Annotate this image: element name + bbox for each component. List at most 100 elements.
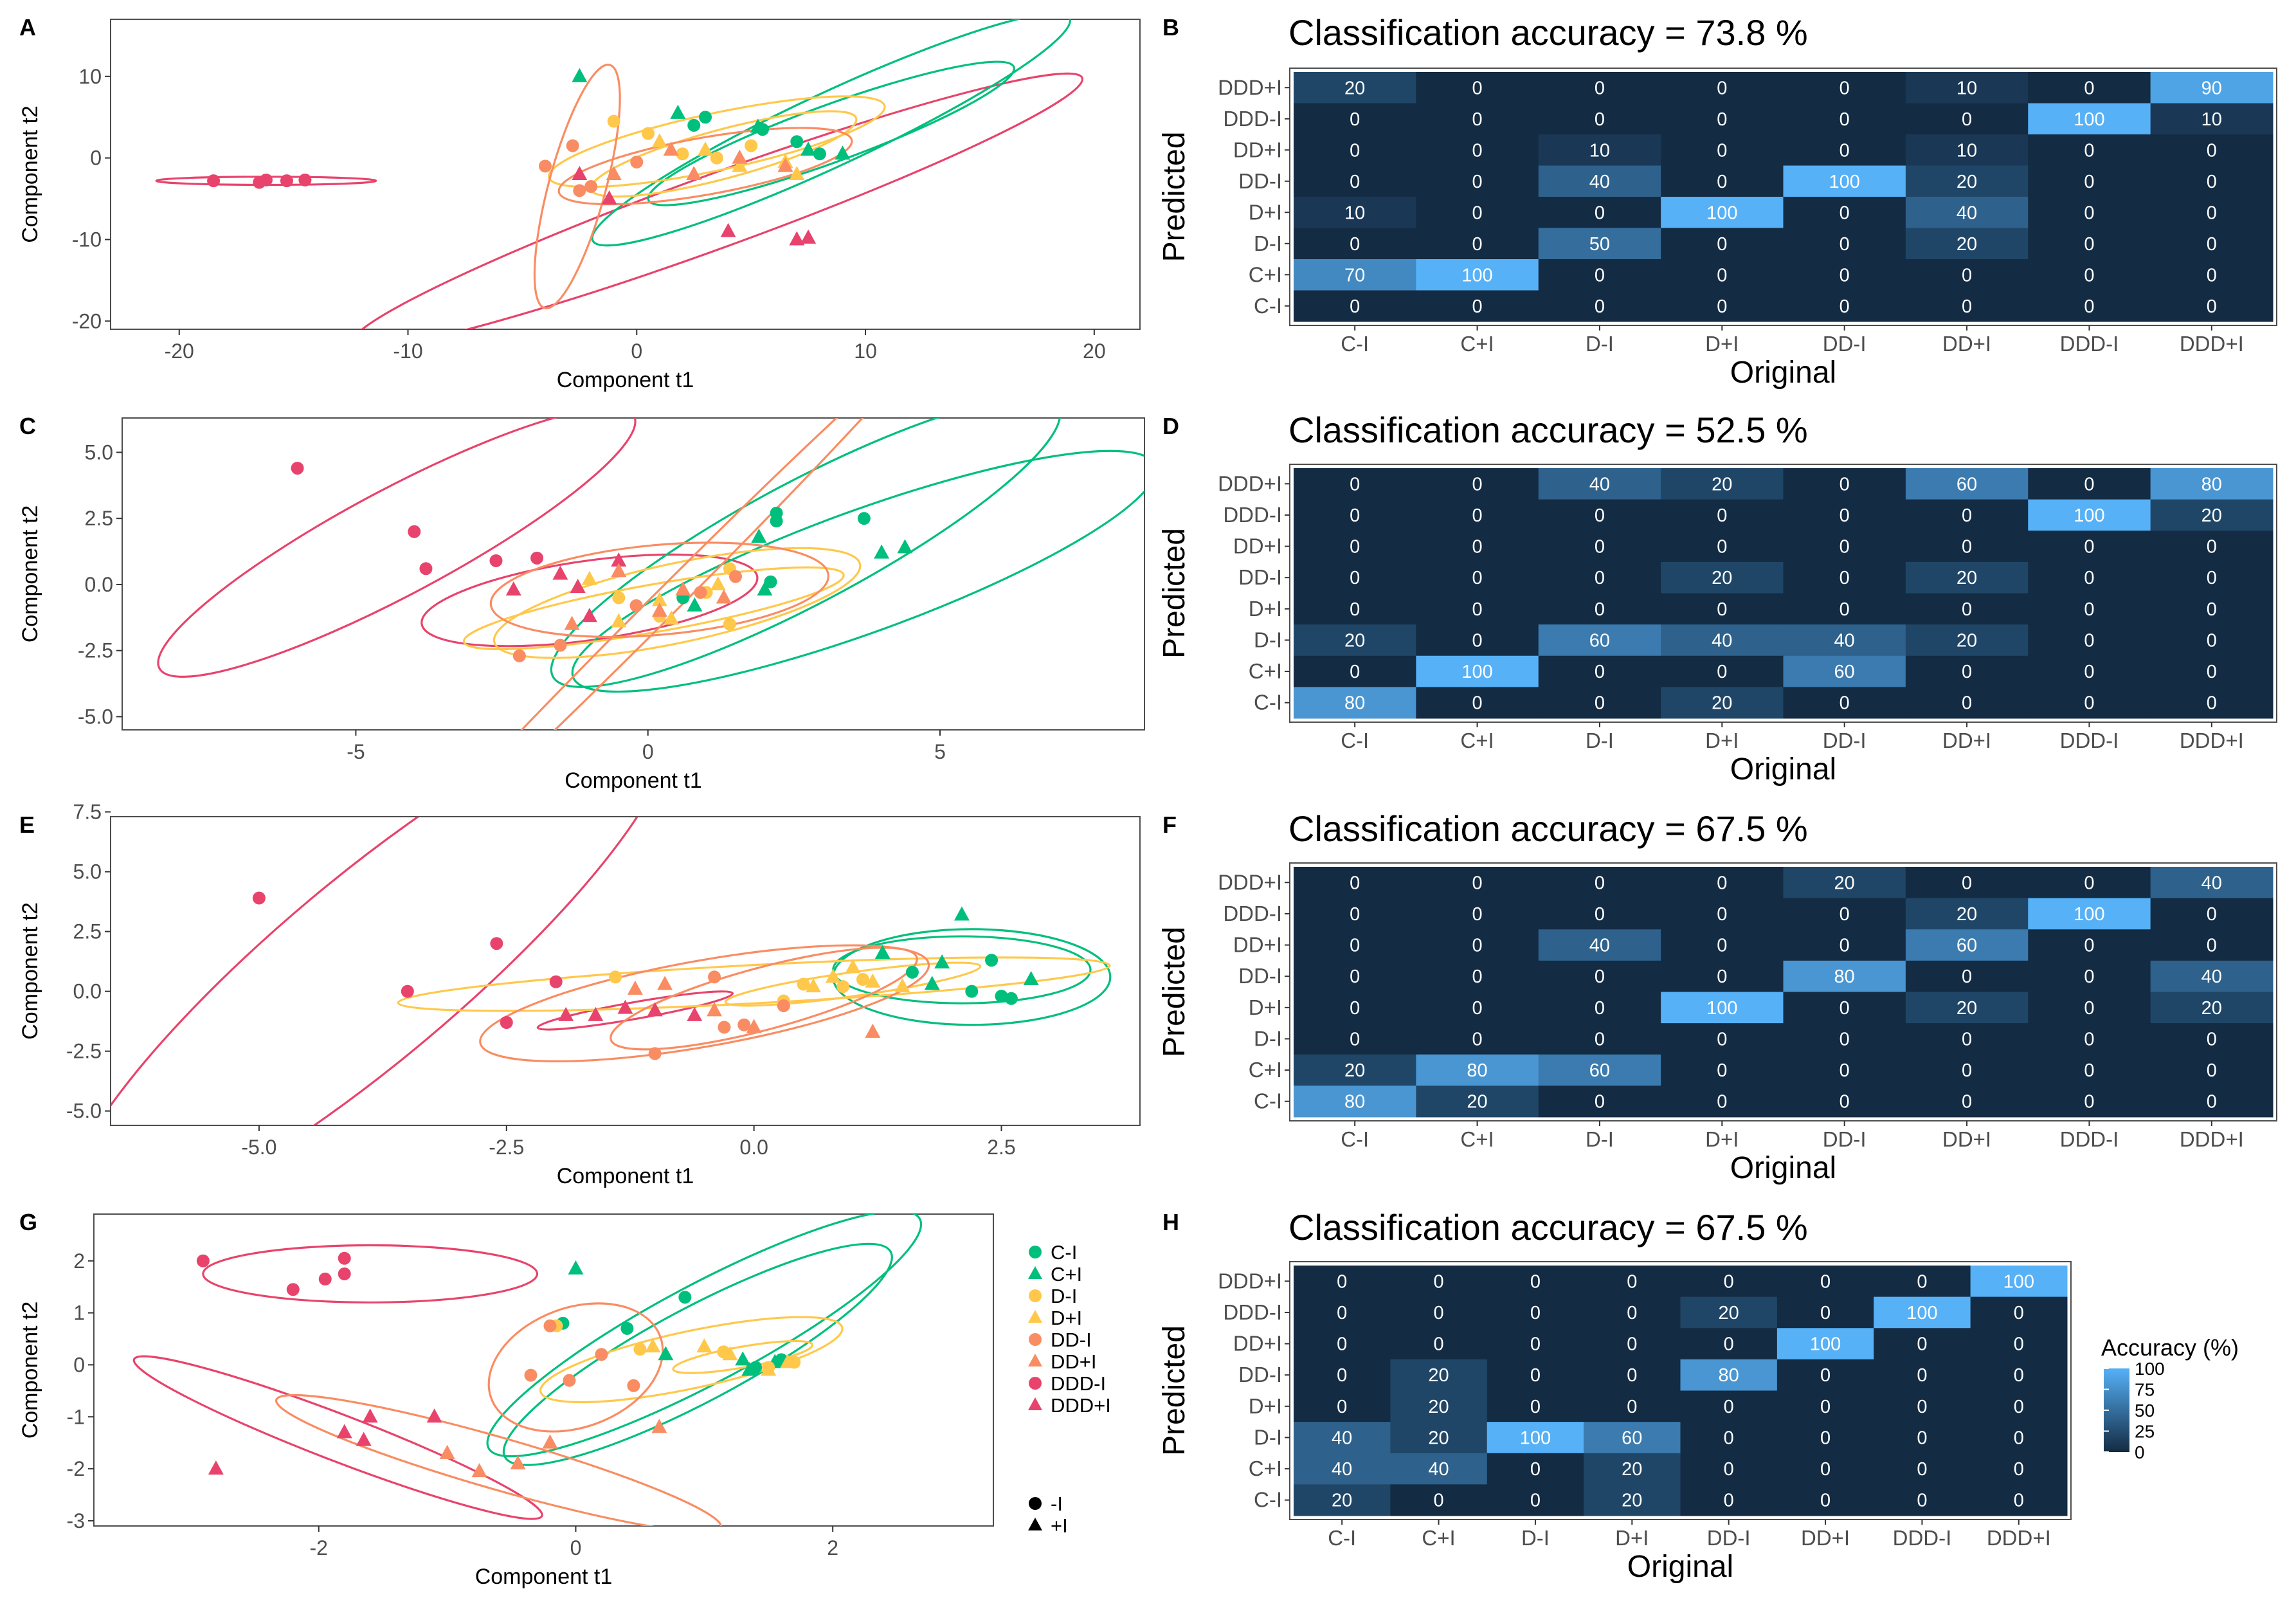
heatmap-cell xyxy=(1294,992,1416,1024)
cell-value-label: 0 xyxy=(1917,1428,1927,1448)
data-point-triangle xyxy=(894,978,910,993)
cell-value-label: 40 xyxy=(2201,873,2222,893)
plot-area xyxy=(122,417,1145,731)
legend-circle-icon xyxy=(1029,1333,1042,1346)
data-point-triangle xyxy=(663,141,679,156)
heatmap-cell xyxy=(1538,561,1661,594)
y-tick-label: 0 xyxy=(90,147,102,170)
heatmap-cell xyxy=(1538,992,1661,1024)
ellipse-a-cplusi xyxy=(647,60,1015,206)
data-point-triangle xyxy=(789,231,805,246)
heatmap-cell xyxy=(1294,499,1416,531)
cell-value-label: 0 xyxy=(1337,1397,1347,1417)
cell-value-label: 100 xyxy=(1461,265,1492,286)
cell-value-label: 80 xyxy=(1467,1060,1487,1081)
cell-value-label: 0 xyxy=(1840,998,1850,1019)
heatmap-cell xyxy=(1294,960,1416,992)
data-point-circle xyxy=(584,180,598,194)
data-point-circle xyxy=(1004,992,1018,1005)
x-tick-label: -2.5 xyxy=(489,1136,524,1159)
cell-value-label: 0 xyxy=(1840,203,1850,223)
heatmap-cell xyxy=(1487,1390,1584,1422)
cell-value-label: 0 xyxy=(1472,234,1482,255)
y-tick-label: DDD+I xyxy=(1218,471,1282,495)
cell-value-label: 0 xyxy=(1724,1397,1734,1417)
x-tick-label: D+I xyxy=(1705,332,1739,356)
cell-value-label: 20 xyxy=(1712,568,1732,588)
cell-value-label: 0 xyxy=(1962,662,1972,682)
data-point-triangle xyxy=(800,141,817,156)
x-tick-label: 10 xyxy=(854,340,877,363)
heatmap-cell xyxy=(2028,290,2151,322)
y-tick-label: D-I xyxy=(1254,232,1282,255)
heatmap-cell xyxy=(1416,929,1539,961)
heatmap-cell xyxy=(1584,1328,1681,1360)
cell-value-label: 0 xyxy=(1350,599,1360,620)
heatmap-cell xyxy=(1661,134,1784,166)
heatmap-cell xyxy=(1416,165,1539,197)
heatmap-cell xyxy=(1661,1085,1784,1118)
data-point-triangle xyxy=(208,1460,224,1475)
y-tick-label: DD+I xyxy=(1233,1332,1282,1356)
heatmap-cell xyxy=(1294,655,1416,687)
heatmap-cell xyxy=(2150,1023,2273,1055)
heatmap-cell xyxy=(2150,687,2273,719)
x-tick-label: DDD-I xyxy=(1893,1526,1952,1550)
heatmap-cell xyxy=(1416,259,1539,291)
ellipse-a-dminusi xyxy=(548,95,886,188)
data-point-triangle xyxy=(720,222,736,237)
ellipse-c-dminusi xyxy=(462,566,845,651)
cell-value-label: 0 xyxy=(2084,568,2094,588)
heatmap-cell xyxy=(1970,1422,2068,1454)
data-point-circle xyxy=(318,1273,332,1286)
data-point-triangle xyxy=(751,528,767,543)
data-point-triangle xyxy=(647,1002,663,1017)
heatmap-cell xyxy=(1584,1359,1681,1391)
heatmap-cell xyxy=(1905,290,2029,322)
panel-letter-g: G xyxy=(19,1209,37,1235)
heatmap-cell xyxy=(1905,531,2029,563)
data-point-triangle xyxy=(611,613,627,628)
cell-value-label: 0 xyxy=(1350,172,1360,192)
y-tick-label: 2.5 xyxy=(73,920,102,943)
cell-value-label: 0 xyxy=(1350,537,1360,558)
x-axis-title: Component t1 xyxy=(475,1565,613,1589)
heatmap-cell xyxy=(1294,1296,1391,1329)
heatmap-cell xyxy=(1783,992,1906,1024)
cell-value-label: 0 xyxy=(1350,936,1360,956)
cell-value-label: 0 xyxy=(2014,1397,2024,1417)
cell-value-label: 20 xyxy=(1622,1459,1642,1480)
heatmap-cell xyxy=(1661,165,1784,197)
x-axis-title: Component t1 xyxy=(557,1164,694,1188)
cell-value-label: 20 xyxy=(1344,1060,1365,1081)
ellipse-c-ddplusi xyxy=(489,541,830,639)
cell-value-label: 0 xyxy=(2014,1459,2024,1480)
cell-value-label: 40 xyxy=(1957,203,1977,223)
cell-value-label: 80 xyxy=(1344,1092,1365,1112)
cell-value-label: 0 xyxy=(1472,537,1482,558)
data-point-triangle xyxy=(505,581,521,596)
cell-value-label: 0 xyxy=(2207,568,2217,588)
heatmap-cell xyxy=(2150,228,2273,260)
panel-letter-h: H xyxy=(1162,1209,1179,1235)
plot-content xyxy=(111,817,1112,1125)
heatmap-cell xyxy=(2150,561,2273,594)
y-axis-title: Component t2 xyxy=(18,505,42,643)
data-point-circle xyxy=(595,1348,608,1361)
heatmap-cell xyxy=(1970,1359,2068,1391)
x-tick-label: D-I xyxy=(1586,332,1614,356)
heatmap-cell xyxy=(1874,1359,1971,1391)
cell-value-label: 0 xyxy=(1627,1334,1637,1355)
data-point-circle xyxy=(790,135,804,149)
data-point-triangle xyxy=(572,68,588,82)
cell-value-label: 0 xyxy=(1595,693,1605,714)
heatmap-cell xyxy=(1905,259,2029,291)
heatmap-cell xyxy=(1538,531,1661,563)
heatmap-cell xyxy=(1538,468,1661,500)
data-point-circle xyxy=(676,147,689,161)
cell-value-label: 0 xyxy=(2014,1365,2024,1386)
heatmap-cell xyxy=(1584,1390,1681,1422)
data-point-triangle xyxy=(651,592,667,606)
data-point-triangle xyxy=(558,1006,574,1021)
heatmap-cell xyxy=(1680,1390,1778,1422)
